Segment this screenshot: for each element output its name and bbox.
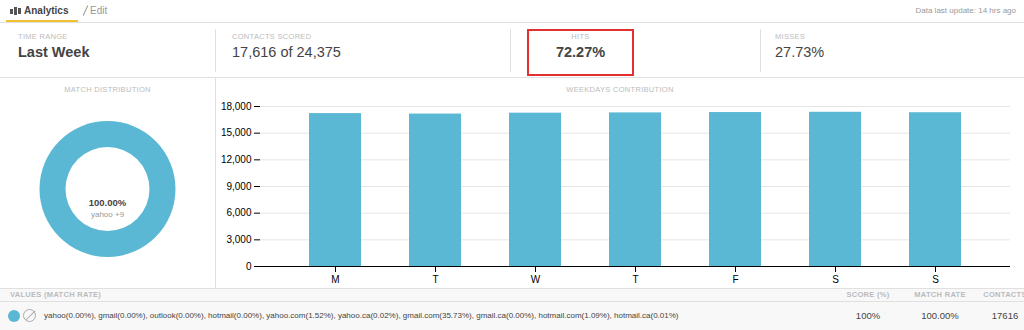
svg-text:3,000: 3,000 xyxy=(226,234,251,245)
svg-text:yahoo +9: yahoo +9 xyxy=(91,210,125,219)
html-text:yahoo(0.00%), gmail(0.00%), ou: yahoo(0.00%), gmail(0.00%), outlook(0.00… xyxy=(44,311,679,320)
svg-text:S: S xyxy=(932,274,939,285)
html-text:Last Week: Last Week xyxy=(18,44,90,60)
svg-text:T: T xyxy=(632,274,638,285)
html-text:CONTACTS SCORED: CONTACTS SCORED xyxy=(232,32,312,41)
svg-text:W: W xyxy=(531,274,541,285)
svg-text:12,000: 12,000 xyxy=(221,154,252,165)
html-text:72.27%: 72.27% xyxy=(555,44,606,60)
html-text:MATCH RATE: MATCH RATE xyxy=(914,290,966,299)
svg-text:F: F xyxy=(732,274,738,285)
html-text:HITS: HITS xyxy=(571,32,590,41)
svg-text:6,000: 6,000 xyxy=(226,207,251,218)
html-text:Data last update: 14 hrs ago: Data last update: 14 hrs ago xyxy=(915,6,1016,15)
svg-text:0: 0 xyxy=(246,261,252,272)
html-text:MISSES: MISSES xyxy=(775,32,806,41)
html-text:VALUES (MATCH RATE): VALUES (MATCH RATE) xyxy=(10,290,102,299)
svg-text:15,000: 15,000 xyxy=(221,127,252,138)
html-text:100%: 100% xyxy=(855,310,881,321)
html-text:MATCH DISTRIBUTION: MATCH DISTRIBUTION xyxy=(64,85,151,94)
svg-text:18,000: 18,000 xyxy=(221,101,252,112)
html-text:17616: 17616 xyxy=(991,310,1019,321)
html-text:TIME RANGE: TIME RANGE xyxy=(18,32,68,41)
svg-text:S: S xyxy=(832,274,839,285)
html-text:Edit: Edit xyxy=(90,5,108,16)
html-text:17,616 of 24,375: 17,616 of 24,375 xyxy=(232,44,341,60)
svg-text:M: M xyxy=(331,274,339,285)
svg-text:100.00%: 100.00% xyxy=(89,197,127,208)
html-text:Analytics: Analytics xyxy=(24,5,69,16)
html-text:WEEKDAYS CONTRIBUTION: WEEKDAYS CONTRIBUTION xyxy=(566,85,674,94)
html-text:100.00%: 100.00% xyxy=(921,310,959,321)
svg-text:T: T xyxy=(432,274,438,285)
svg-text:9,000: 9,000 xyxy=(226,181,251,192)
html-text:27.73%: 27.73% xyxy=(775,44,825,60)
html-text:SCORE (%): SCORE (%) xyxy=(846,290,890,299)
